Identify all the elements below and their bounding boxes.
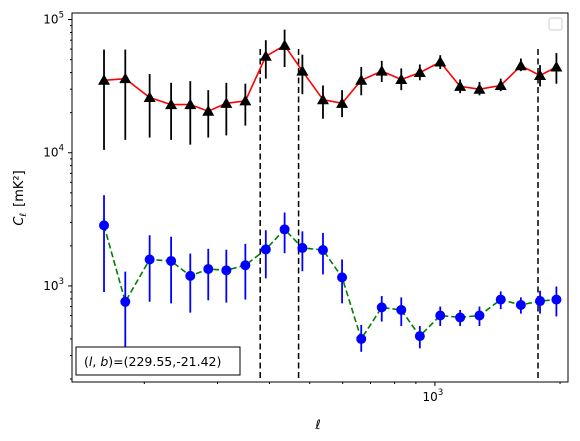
data-point-lower — [414, 331, 425, 342]
data-point-lower — [455, 312, 466, 323]
data-point-upper — [355, 74, 368, 85]
data-point-lower — [376, 302, 387, 313]
data-point-lower — [260, 244, 271, 255]
annotation-box: (l, b)=(229.55,-21.42) — [75, 346, 241, 376]
data-point-lower — [317, 245, 328, 256]
data-point-lower — [495, 294, 506, 305]
data-point-lower — [221, 265, 232, 276]
data-point-upper — [473, 83, 486, 94]
data-point-upper — [259, 50, 272, 61]
data-point-upper — [336, 97, 349, 108]
data-point-lower — [535, 296, 546, 307]
data-point-lower — [474, 310, 485, 321]
data-point-upper — [143, 91, 156, 102]
data-point-upper — [494, 79, 507, 90]
data-point-lower — [435, 310, 446, 321]
data-point-upper — [184, 98, 197, 110]
data-point-lower — [166, 255, 177, 266]
x-tick-label: 103 — [423, 388, 444, 404]
data-point-upper — [316, 93, 329, 105]
data-point-lower — [297, 242, 308, 253]
data-point-lower — [396, 304, 407, 315]
data-point-lower — [99, 220, 110, 231]
data-point-upper — [550, 61, 563, 72]
data-point-lower — [356, 333, 367, 344]
data-point-lower — [185, 270, 196, 281]
data-point-upper — [220, 97, 233, 108]
data-point-upper — [119, 72, 132, 84]
data-point-upper — [375, 65, 388, 76]
data-point-lower — [515, 299, 526, 310]
y-axis-label: Cℓ[mK²] — [12, 170, 29, 225]
x-axis-label: ℓ — [314, 418, 320, 433]
data-point-lower — [120, 296, 131, 307]
annotation-text: (l, b)=(229.55,-21.42) — [84, 354, 221, 369]
data-point-upper — [98, 74, 111, 85]
data-point-upper — [296, 65, 309, 76]
axis-ticks: 103 103 104 105 — [43, 11, 561, 404]
data-point-lower — [203, 264, 214, 275]
data-point-lower — [551, 294, 562, 305]
data-point-upper — [278, 39, 291, 50]
series-upper — [98, 29, 563, 150]
data-point-lower — [240, 260, 251, 271]
plot-area — [98, 29, 563, 382]
data-point-lower — [279, 224, 290, 235]
data-point-upper — [454, 80, 467, 91]
data-point-upper — [239, 94, 252, 106]
data-point-lower — [144, 254, 155, 265]
data-point-upper — [202, 105, 215, 116]
axes-frame — [71, 12, 569, 383]
y-tick-label: 103 — [43, 277, 64, 293]
y-tick-label: 105 — [43, 11, 64, 27]
series-lower — [99, 195, 562, 352]
data-point-upper — [395, 73, 408, 84]
legend-box — [548, 17, 563, 31]
data-point-upper — [514, 59, 527, 71]
data-point-lower — [337, 272, 348, 283]
data-point-upper — [413, 66, 426, 78]
y-tick-label: 104 — [43, 144, 64, 160]
data-point-upper — [165, 98, 178, 110]
data-point-upper — [534, 69, 547, 81]
data-point-upper — [434, 56, 447, 67]
